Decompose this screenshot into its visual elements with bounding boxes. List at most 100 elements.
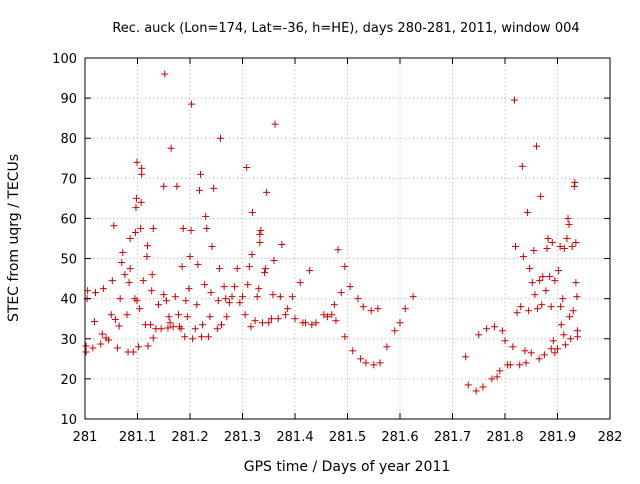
data-point	[274, 315, 282, 323]
data-point	[354, 295, 362, 303]
data-point	[561, 341, 569, 349]
data-point	[547, 303, 555, 311]
data-point	[528, 279, 536, 287]
data-point	[537, 192, 545, 200]
chart-title: Rec. auck (Lon=174, Lat=-36, h=HE), days…	[112, 21, 579, 36]
data-point	[383, 343, 391, 351]
data-point	[269, 291, 277, 299]
x-tick-label: 281.3	[224, 430, 261, 445]
data-point	[534, 305, 542, 313]
data-point	[248, 208, 256, 216]
data-point	[554, 345, 561, 353]
data-point	[89, 344, 97, 352]
y-tick-label: 80	[60, 132, 77, 147]
data-point	[464, 381, 472, 389]
data-point	[126, 265, 134, 273]
data-point	[119, 249, 127, 257]
data-point	[267, 315, 275, 323]
data-point	[160, 182, 168, 190]
data-point	[570, 182, 578, 190]
data-point	[568, 243, 576, 251]
data-point	[108, 277, 116, 285]
data-point	[527, 349, 535, 357]
data-point	[187, 226, 195, 234]
data-point	[167, 144, 175, 152]
data-point	[522, 359, 530, 367]
data-point	[513, 309, 521, 317]
data-point	[251, 317, 259, 325]
x-tick-label: 281.9	[539, 430, 576, 445]
data-point	[244, 281, 252, 289]
data-point	[556, 243, 564, 251]
data-point	[179, 224, 187, 232]
data-point	[472, 387, 480, 395]
data-point	[98, 330, 106, 338]
data-point	[133, 297, 141, 305]
data-point	[391, 327, 399, 335]
data-point	[262, 265, 270, 273]
data-point	[296, 279, 304, 287]
data-point	[213, 325, 221, 333]
data-point	[136, 305, 144, 313]
data-point	[573, 333, 581, 341]
data-point	[135, 343, 143, 351]
data-point	[525, 307, 533, 315]
data-point	[270, 257, 278, 265]
data-point	[341, 333, 349, 341]
data-point	[516, 361, 524, 369]
x-tick-label: 281.1	[119, 430, 156, 445]
data-point	[155, 301, 162, 309]
data-point	[160, 291, 168, 299]
data-point	[491, 323, 498, 331]
data-point	[548, 239, 556, 247]
data-point	[189, 335, 197, 343]
data-point	[573, 327, 581, 335]
data-point	[546, 273, 554, 281]
data-point	[243, 164, 251, 172]
y-tick-label: 60	[60, 212, 77, 227]
x-axis-label: GPS time / Days of year 2011	[244, 459, 451, 475]
data-point	[157, 325, 165, 333]
data-point	[129, 348, 137, 356]
data-point	[493, 373, 501, 381]
data-point	[99, 285, 107, 293]
data-point	[149, 224, 157, 232]
data-point	[245, 263, 253, 271]
data-point	[139, 277, 147, 285]
data-point	[148, 271, 156, 279]
y-tick-label: 10	[60, 413, 77, 428]
data-point	[560, 245, 568, 253]
data-point	[488, 375, 496, 383]
data-point	[549, 337, 557, 345]
data-point	[288, 293, 296, 301]
data-point	[560, 331, 568, 339]
y-tick-label: 100	[52, 52, 77, 67]
data-point	[257, 226, 265, 234]
data-point	[215, 265, 223, 273]
data-point	[231, 283, 239, 291]
data-point	[194, 261, 202, 269]
data-point	[111, 316, 119, 324]
data-point	[121, 271, 129, 279]
data-point	[161, 70, 169, 78]
data-point	[401, 305, 409, 313]
data-point	[138, 170, 146, 178]
data-point	[509, 343, 517, 351]
data-point	[225, 299, 233, 307]
data-point	[203, 224, 211, 232]
data-point	[569, 307, 577, 315]
data-point	[177, 325, 185, 333]
data-point	[214, 297, 222, 305]
data-point	[518, 162, 526, 170]
x-axis-tick-labels: 281 281.1 281.2 281.3 281.4 281.5 281.6 281.7 28…	[73, 430, 623, 445]
data-point	[143, 242, 151, 250]
data-point	[557, 321, 565, 329]
data-point	[572, 279, 580, 287]
x-tick-label: 281.8	[486, 430, 523, 445]
data-point	[137, 224, 145, 232]
data-point	[542, 287, 550, 295]
data-point	[256, 230, 264, 238]
data-point	[409, 293, 417, 301]
data-point	[123, 311, 131, 319]
data-point	[202, 212, 210, 220]
